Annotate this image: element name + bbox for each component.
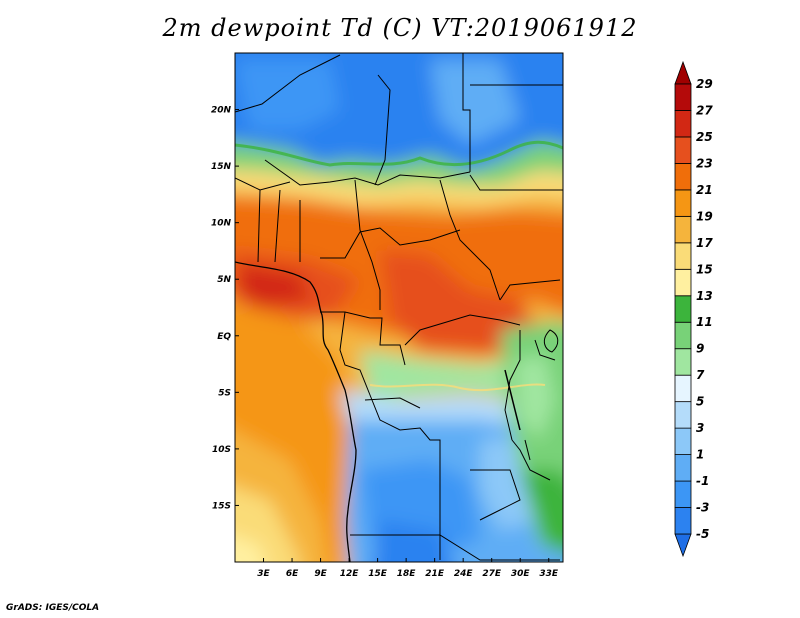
colorbar-segment xyxy=(674,189,692,217)
lon-tick-label: 30E xyxy=(511,569,531,579)
longitude-axis: 3E 6E 9E 12E 15E 18E 21E 24E 27E 30E 33E xyxy=(257,558,559,579)
lon-tick-label: 12E xyxy=(340,569,360,579)
dewpoint-field xyxy=(235,53,563,562)
lat-tick-label: 10N xyxy=(211,219,232,229)
lon-tick-label: 24E xyxy=(454,569,474,579)
colorbar-label: 27 xyxy=(696,103,713,117)
colorbar-segment xyxy=(674,268,692,297)
plot-frame xyxy=(234,52,564,563)
colorbar-segment xyxy=(674,427,692,455)
colorbar-segment xyxy=(674,136,692,164)
colorbar-segment xyxy=(674,401,692,429)
colorbar-segment xyxy=(674,348,692,376)
colorbar-label: -5 xyxy=(696,527,709,541)
colorbar-segment xyxy=(674,215,692,244)
colorbar-segment xyxy=(674,480,692,508)
colorbar-label: 9 xyxy=(696,342,704,356)
lon-tick-label: 21E xyxy=(425,569,445,579)
colorbar-segment xyxy=(674,83,692,111)
lat-tick-label: 15N xyxy=(211,162,232,172)
colorbar-label: 25 xyxy=(696,130,713,144)
colorbar-high-triangle xyxy=(674,60,692,85)
colorbar-label: 5 xyxy=(696,395,704,409)
colorbar-label: 23 xyxy=(696,156,713,170)
lon-tick-label: 9E xyxy=(314,569,327,579)
lon-tick-label: 15E xyxy=(368,569,388,579)
colorbar-label: 11 xyxy=(696,315,713,329)
lat-tick-label: 15S xyxy=(212,501,231,511)
colorbar-segment xyxy=(674,163,692,191)
lon-tick-label: 6E xyxy=(286,569,299,579)
colorbar-low-triangle xyxy=(674,533,692,558)
lat-tick-label: 10S xyxy=(212,445,231,455)
lon-tick-label: 33E xyxy=(539,569,559,579)
colorbar-segment xyxy=(674,507,692,535)
credit-label: GrADS: IGES/COLA xyxy=(6,603,100,613)
lon-tick-label: 27E xyxy=(482,569,502,579)
colorbar-label: -1 xyxy=(696,474,709,488)
colorbar-label: 15 xyxy=(696,262,713,276)
lat-tick-label: 5S xyxy=(218,388,231,398)
lon-tick-label: 3E xyxy=(257,569,270,579)
colorbar-segment xyxy=(674,110,692,138)
colorbar-segment xyxy=(674,321,692,350)
colorbar-label: 1 xyxy=(696,448,704,462)
lat-tick-label: 5N xyxy=(217,275,231,285)
colorbar-label: 3 xyxy=(696,421,704,435)
colorbar-segment xyxy=(674,374,692,403)
lon-tick-label: 18E xyxy=(397,569,417,579)
latitude-axis: 20N 15N 10N 5N EQ 5S 10S 15S xyxy=(211,106,239,511)
colorbar-segment xyxy=(674,242,692,270)
colorbar-segment xyxy=(674,454,692,482)
colorbar-segment xyxy=(674,295,692,323)
lat-tick-label: 20N xyxy=(211,106,232,116)
colorbar-label: 7 xyxy=(696,368,705,382)
map-title: 2m dewpoint Td (C) VT:2019061912 xyxy=(162,14,638,42)
colorbar-label: 19 xyxy=(696,209,713,223)
lat-tick-label: EQ xyxy=(217,332,231,342)
colorbar-label: -3 xyxy=(696,501,709,515)
colorbar-label: 13 xyxy=(696,289,713,303)
colorbar-label: 21 xyxy=(696,183,713,197)
colorbar-label: 17 xyxy=(696,236,713,250)
colorbar-label: 29 xyxy=(696,77,713,91)
